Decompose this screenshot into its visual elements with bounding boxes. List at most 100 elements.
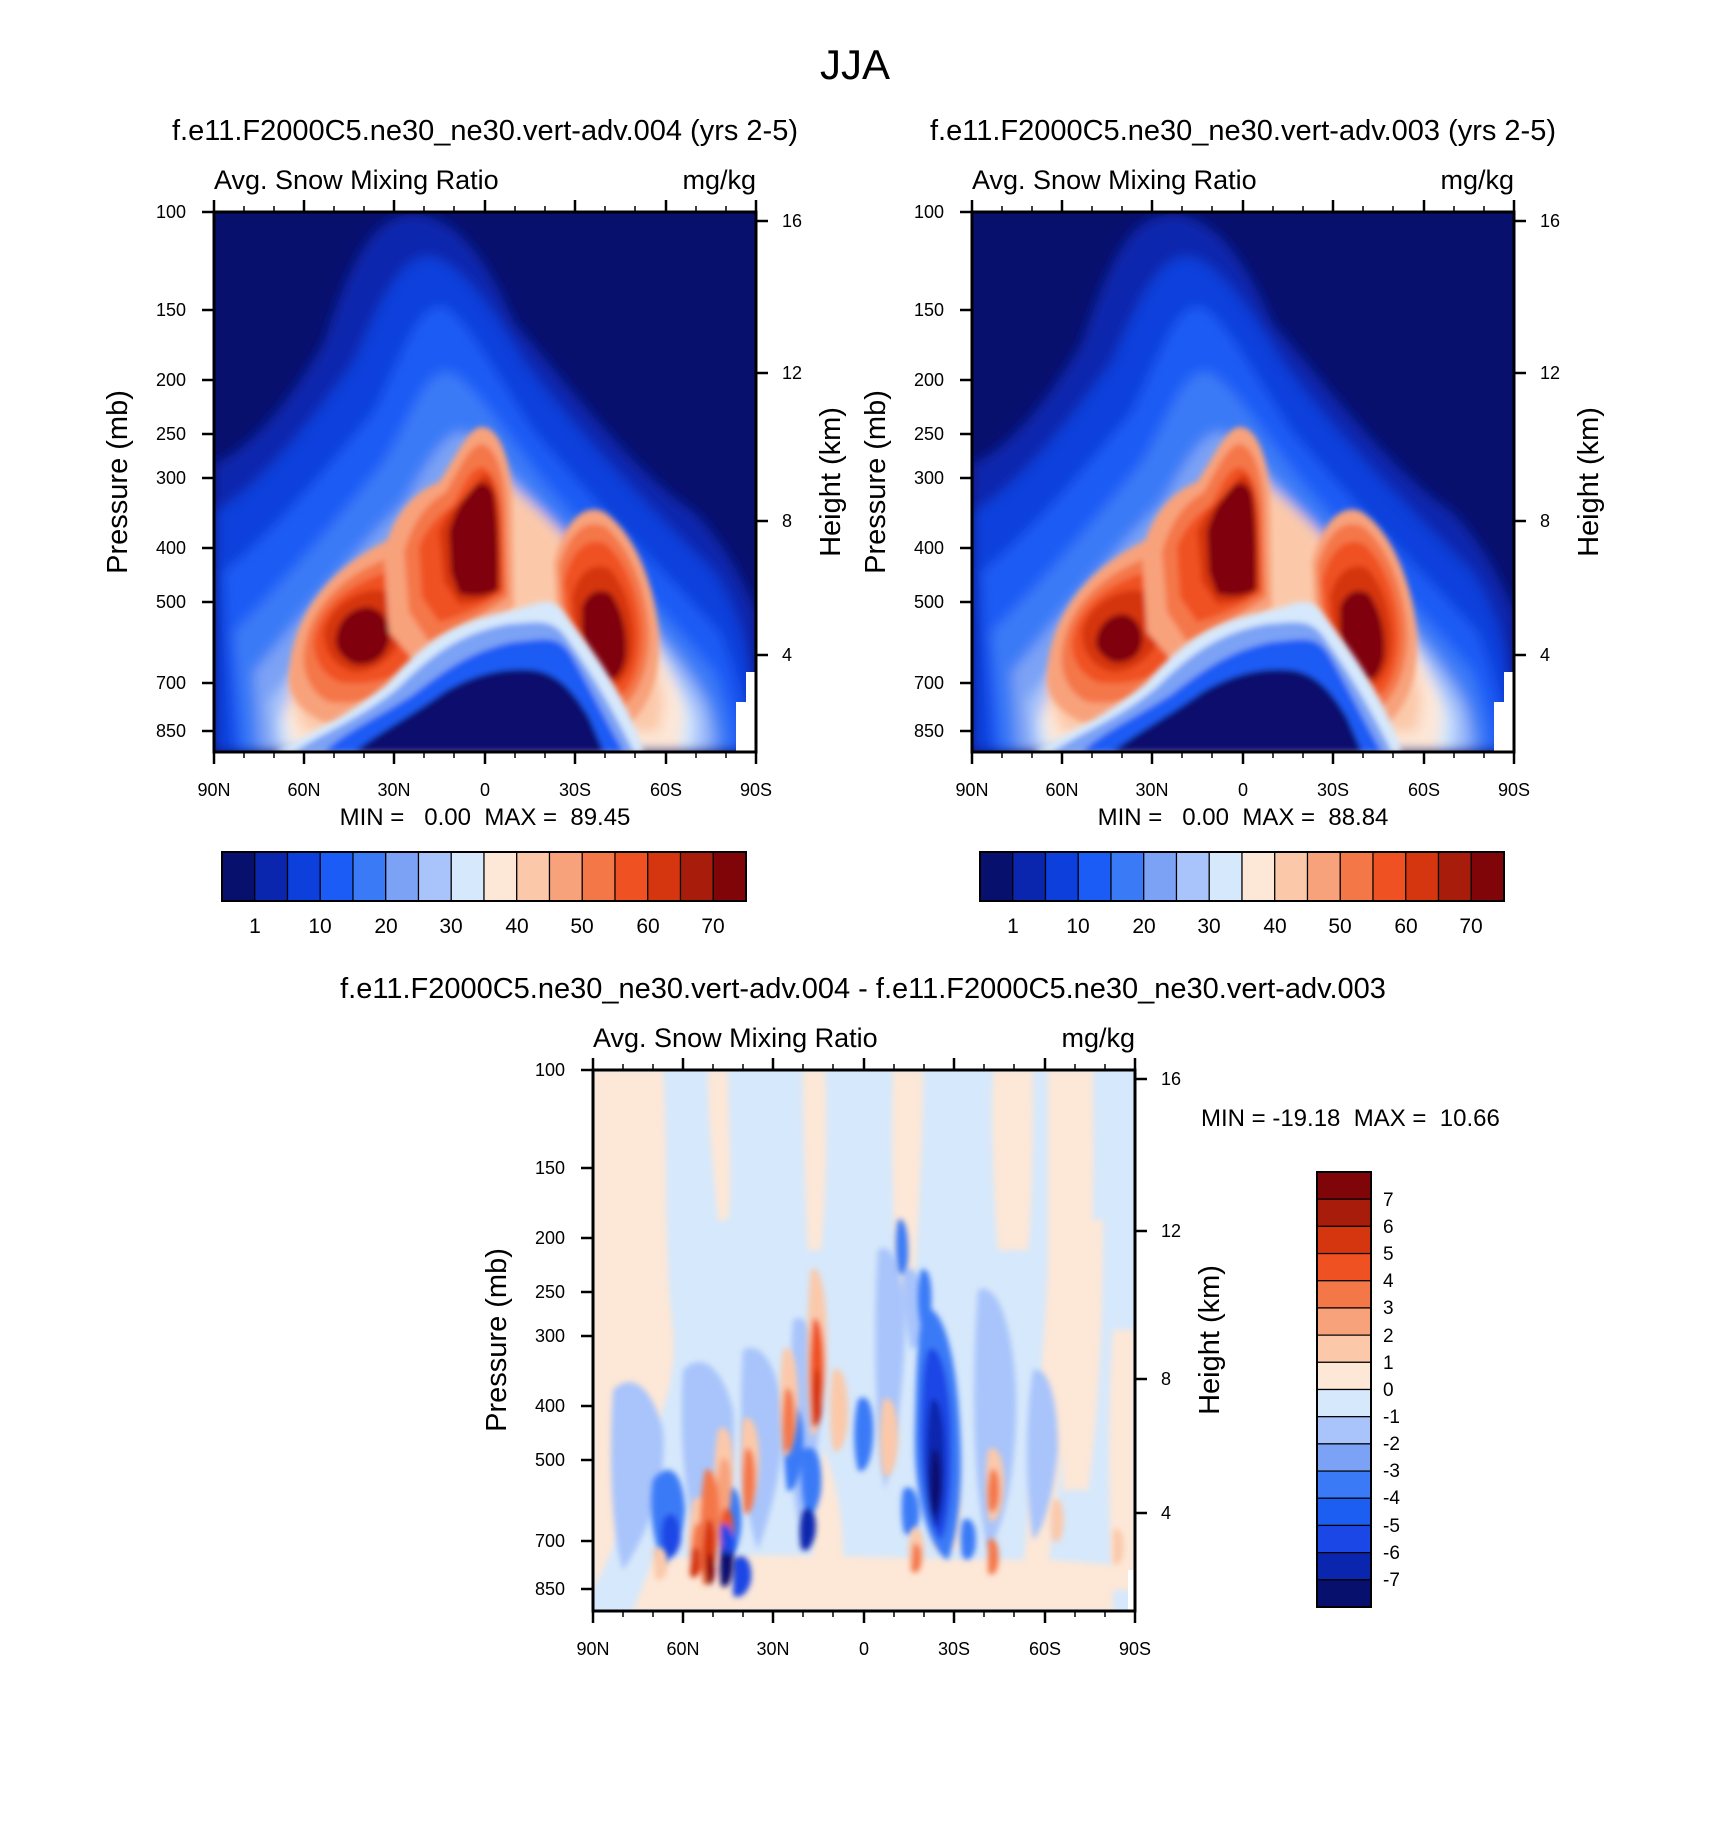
colorbar-label: 1 [1383,1353,1394,1374]
panel-2-title: f.e11.F2000C5.ne30_ne30.vert-adv.003 (yr… [930,115,1556,147]
colorbar-box [1316,1280,1372,1309]
colorbar-box [450,851,485,902]
colorbar-label: -5 [1383,1516,1400,1537]
x-tick-label: 30N [756,1639,789,1659]
x-tick-label: 90N [955,780,988,800]
y2-tick-label: 4 [1540,645,1550,665]
colorbar-label: 10 [1066,915,1089,938]
panel-1-title: f.e11.F2000C5.ne30_ne30.vert-adv.004 (yr… [172,115,798,147]
y-tick-label: 150 [535,1158,565,1178]
colorbar-box [1143,851,1178,902]
colorbar-box [1077,851,1112,902]
y-tick-label: 500 [156,592,186,612]
colorbar-label: 20 [374,915,397,938]
panel-1-right-label: mg/kg [682,165,756,195]
y-tick-label: 300 [914,468,944,488]
x-tick-label: 60S [1408,780,1440,800]
y-tick-label: 500 [914,592,944,612]
x-tick-label: 0 [480,780,490,800]
panel-2: f.e11.F2000C5.ne30_ne30.vert-adv.003 (yr… [860,115,1605,938]
x-tick-label: 30N [377,780,410,800]
panel-2-right-label: mg/kg [1440,165,1514,195]
panel-2-x-tick-labels: 90N 60N 30N 0 30S 60S 90S [955,780,1530,800]
x-tick-label: 90N [197,780,230,800]
panel-1-y-tick-labels: 100 150 200 250 300 400 500 700 850 [156,202,186,741]
colorbar-label: 40 [505,915,528,938]
panel-1-stats: MIN = 0.00 MAX = 89.45 [340,804,631,831]
colorbar-box [1110,851,1145,902]
colorbar-box [548,851,583,902]
colorbar-label: 6 [1383,1217,1394,1238]
colorbar-box [1012,851,1047,902]
colorbar-box [1208,851,1243,902]
y-tick-label: 200 [914,370,944,390]
colorbar-label: 70 [1459,915,1482,938]
colorbar-box [516,851,551,902]
panel-3-x-tick-labels: 90N 60N 30N 0 30S 60S 90S [576,1639,1151,1659]
panel-3-x-minor-ticks [622,1064,1106,1617]
panel-1-y2-axis-label: Height (km) [815,407,847,557]
colorbar-label: 1 [1007,915,1019,938]
colorbar-label: 0 [1383,1380,1394,1401]
panel-3-y2-axis-label: Height (km) [1194,1265,1226,1415]
y-tick-label: 850 [156,721,186,741]
panel-3-colorbar: 7 6 5 4 3 2 1 0 -1 -2 -3 -4 -5 -6 -7 [1316,1171,1400,1608]
panel-1-x-minor-ticks [243,206,727,758]
colorbar-box [1274,851,1309,902]
panel-2-x-minor-ticks [1001,206,1485,758]
y-tick-label: 700 [156,673,186,693]
colorbar-box [1437,851,1472,902]
colorbar-label: 70 [701,915,724,938]
x-tick-label: 30S [938,1639,970,1659]
colorbar-box [1316,1497,1372,1527]
y2-tick-label: 12 [782,363,802,383]
colorbar-label: 10 [308,915,331,938]
colorbar-box [712,851,747,902]
colorbar-box [1316,1334,1372,1363]
colorbar-box [1470,851,1505,902]
colorbar-frame [1316,1171,1372,1608]
colorbar-label: -7 [1383,1570,1400,1591]
y2-tick-label: 8 [1161,1369,1171,1389]
colorbar-label: 7 [1383,1190,1394,1211]
colorbar-box [679,851,714,902]
colorbar-box [979,851,1014,902]
panel-3-y-axis-label: Pressure (mb) [481,1248,513,1432]
panel-1-y-axis-label: Pressure (mb) [102,390,134,574]
x-tick-label: 60N [287,780,320,800]
panel-3-x-ticks [591,1058,1137,1623]
x-tick-label: 60S [1029,1639,1061,1659]
colorbar-box [1316,1416,1372,1445]
panel-2-colorbar: 1 10 20 30 40 50 60 70 [979,851,1505,938]
x-tick-label: 60N [1045,780,1078,800]
y-tick-label: 400 [914,538,944,558]
panel-2-plot-area: 90N 60N 30N 0 30S 60S 90S 100 150 200 25… [914,200,1560,800]
colorbar-label: 1 [249,915,261,938]
y-tick-label: 700 [535,1531,565,1551]
colorbar-label: 40 [1263,915,1286,938]
y-tick-label: 850 [914,721,944,741]
x-tick-label: 90N [576,1639,609,1659]
panel-2-stats: MIN = 0.00 MAX = 88.84 [1098,804,1389,831]
panel-3-y-ticks [581,1068,1147,1591]
y-tick-label: 300 [535,1326,565,1346]
y-tick-label: 100 [535,1060,565,1080]
colorbar-label: 2 [1383,1326,1394,1347]
colorbar-box [385,851,420,902]
panel-3-left-label: Avg. Snow Mixing Ratio [593,1023,878,1053]
x-tick-label: 90S [740,780,772,800]
colorbar-box [1339,851,1374,902]
panel-2-y2-axis-label: Height (km) [1573,407,1605,557]
y-tick-label: 100 [914,202,944,222]
y-tick-label: 250 [914,424,944,444]
y-tick-label: 100 [156,202,186,222]
colorbar-label: -1 [1383,1407,1400,1428]
colorbar-box [1316,1524,1372,1554]
colorbar-box [221,851,256,902]
y2-tick-label: 16 [1540,211,1560,231]
colorbar-label: 20 [1132,915,1155,938]
x-tick-label: 30S [559,780,591,800]
x-tick-label: 60N [666,1639,699,1659]
panel-2-y-ticks [960,210,1526,733]
